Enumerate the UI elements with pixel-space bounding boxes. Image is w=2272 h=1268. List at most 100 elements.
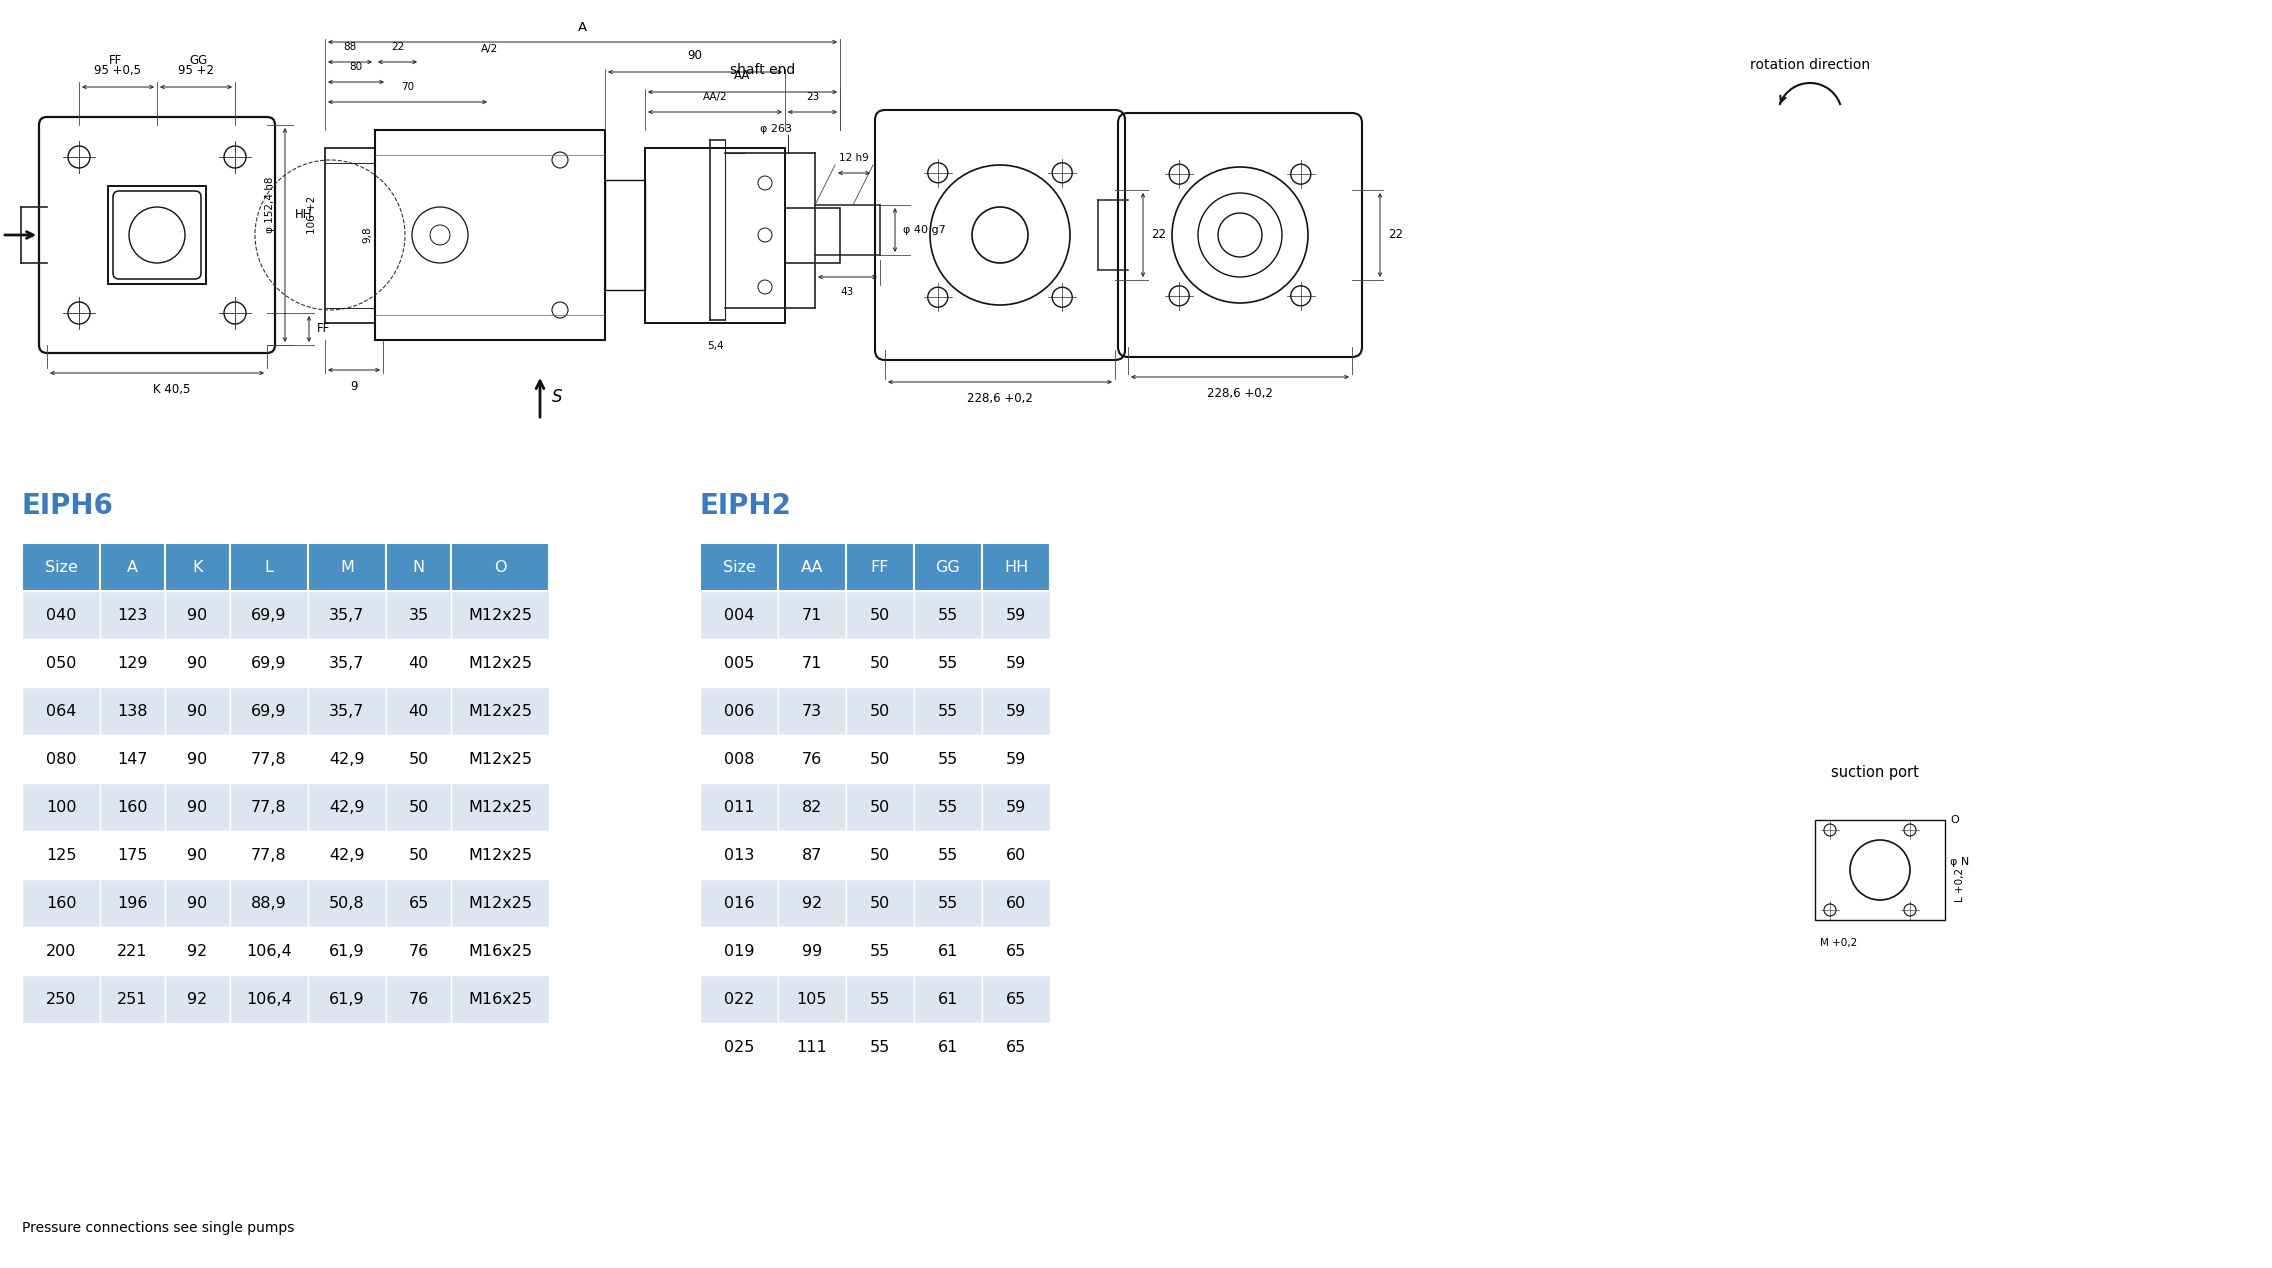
Bar: [166, 735, 229, 784]
Bar: [100, 879, 166, 927]
Text: 55: 55: [870, 943, 891, 959]
Bar: [777, 687, 845, 735]
Text: 35: 35: [409, 607, 429, 623]
Bar: [100, 543, 166, 591]
Bar: [777, 1023, 845, 1071]
Text: EIPH6: EIPH6: [23, 492, 114, 520]
Text: 106 +2: 106 +2: [307, 195, 318, 235]
Bar: [386, 639, 452, 687]
Bar: [845, 975, 913, 1023]
Text: 200: 200: [45, 943, 77, 959]
Text: N: N: [414, 559, 425, 574]
Bar: [23, 543, 100, 591]
Text: 250: 250: [45, 992, 77, 1007]
Text: 65: 65: [1006, 943, 1027, 959]
Bar: [229, 591, 309, 639]
Text: 69,9: 69,9: [252, 656, 286, 671]
Text: A/2: A/2: [482, 44, 498, 55]
Bar: [452, 639, 550, 687]
Text: 100: 100: [45, 800, 77, 814]
Text: AA: AA: [800, 559, 822, 574]
Text: 160: 160: [45, 895, 77, 910]
Text: 9: 9: [350, 380, 357, 393]
Text: M: M: [341, 559, 354, 574]
Bar: [777, 975, 845, 1023]
Bar: [229, 687, 309, 735]
Text: 123: 123: [118, 607, 148, 623]
Bar: [982, 975, 1050, 1023]
Text: 5,4: 5,4: [707, 341, 722, 350]
Text: 011: 011: [725, 800, 754, 814]
Bar: [229, 831, 309, 879]
Text: 43: 43: [841, 287, 854, 297]
Text: 95 +2: 95 +2: [177, 63, 214, 77]
Text: 50: 50: [870, 800, 891, 814]
Bar: [309, 879, 386, 927]
Text: M12x25: M12x25: [468, 800, 532, 814]
Text: 90: 90: [186, 607, 207, 623]
Bar: [700, 543, 777, 591]
Bar: [386, 879, 452, 927]
Bar: [845, 639, 913, 687]
Text: 160: 160: [118, 800, 148, 814]
Text: 70: 70: [400, 82, 414, 93]
Bar: [229, 879, 309, 927]
Bar: [777, 879, 845, 927]
Text: S: S: [552, 388, 563, 407]
Bar: [229, 975, 309, 1023]
Text: 35,7: 35,7: [329, 607, 366, 623]
Text: 59: 59: [1006, 752, 1027, 766]
Text: 77,8: 77,8: [252, 800, 286, 814]
Text: Size: Size: [45, 559, 77, 574]
Bar: [982, 735, 1050, 784]
Bar: [1815, 820, 1945, 921]
Bar: [100, 687, 166, 735]
Bar: [309, 975, 386, 1023]
Bar: [309, 735, 386, 784]
Bar: [309, 927, 386, 975]
Text: 12 h9: 12 h9: [838, 153, 868, 164]
Text: 106,4: 106,4: [245, 943, 291, 959]
Text: φ 263: φ 263: [761, 124, 793, 134]
Bar: [777, 735, 845, 784]
Bar: [845, 735, 913, 784]
Bar: [100, 639, 166, 687]
Text: 129: 129: [118, 656, 148, 671]
Text: 65: 65: [1006, 992, 1027, 1007]
Bar: [375, 131, 604, 340]
Text: 77,8: 77,8: [252, 752, 286, 766]
Text: M16x25: M16x25: [468, 943, 532, 959]
Text: 55: 55: [938, 847, 959, 862]
Bar: [913, 975, 982, 1023]
Bar: [982, 639, 1050, 687]
Text: 61,9: 61,9: [329, 943, 366, 959]
Text: EIPH2: EIPH2: [700, 492, 793, 520]
Text: 196: 196: [118, 895, 148, 910]
Bar: [23, 927, 100, 975]
Bar: [700, 975, 777, 1023]
Bar: [386, 687, 452, 735]
Bar: [23, 784, 100, 831]
Text: shaft end: shaft end: [729, 63, 795, 77]
Bar: [166, 927, 229, 975]
Text: 40: 40: [409, 704, 429, 719]
Text: 008: 008: [725, 752, 754, 766]
Text: 22: 22: [1152, 228, 1166, 241]
Text: 61,9: 61,9: [329, 992, 366, 1007]
Text: 251: 251: [118, 992, 148, 1007]
Text: 9,8: 9,8: [361, 227, 373, 243]
Text: O: O: [493, 559, 507, 574]
Bar: [982, 687, 1050, 735]
Text: 76: 76: [409, 992, 429, 1007]
Bar: [845, 543, 913, 591]
Text: 92: 92: [186, 992, 207, 1007]
Text: 61: 61: [938, 943, 959, 959]
Bar: [166, 687, 229, 735]
Bar: [100, 735, 166, 784]
Bar: [845, 591, 913, 639]
Text: 111: 111: [797, 1040, 827, 1055]
Text: 61: 61: [938, 1040, 959, 1055]
Text: L: L: [264, 559, 273, 574]
Bar: [229, 543, 309, 591]
Bar: [166, 879, 229, 927]
